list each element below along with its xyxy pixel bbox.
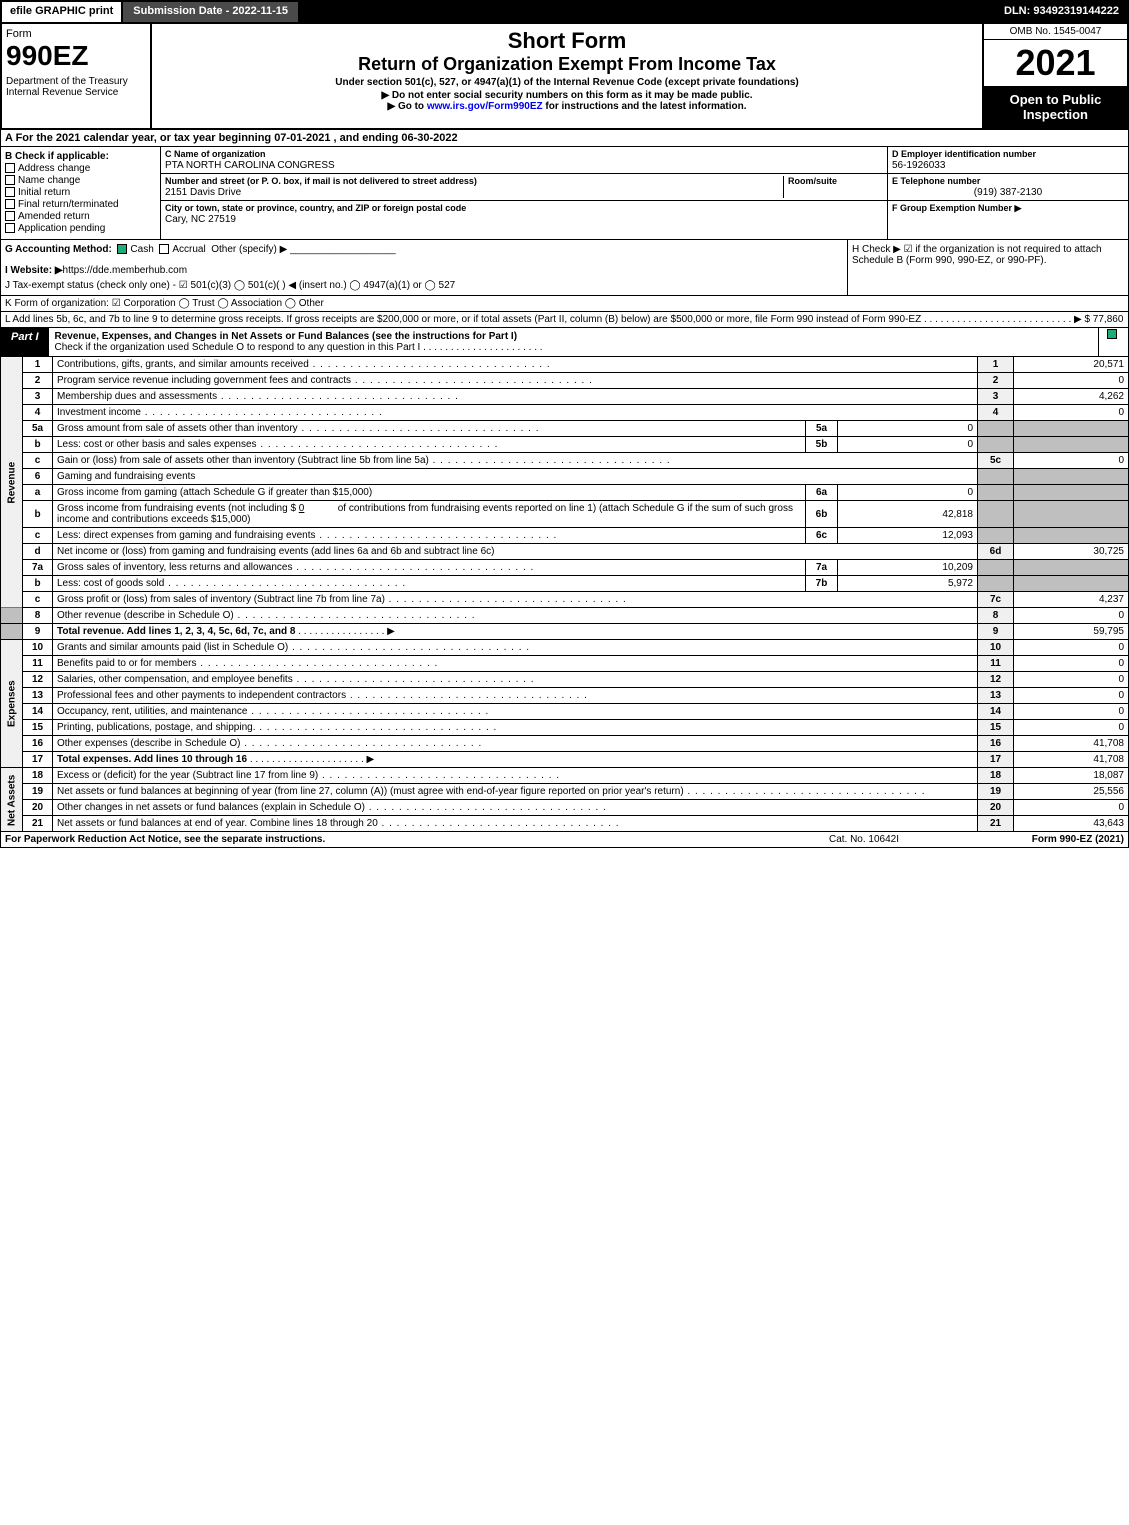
line-a: A For the 2021 calendar year, or tax yea… [0,130,1129,147]
schedule-o-check [1107,329,1117,339]
dln: DLN: 93492319144222 [996,2,1127,22]
short-form-title: Short Form [160,28,974,54]
part-i-header: Part I Revenue, Expenses, and Changes in… [0,328,1129,357]
section-h: H Check ▶ ☑ if the organization is not r… [848,240,1128,295]
expenses-tab: Expenses [1,640,23,768]
org-street: 2151 Davis Drive [165,187,241,198]
omb-number: OMB No. 1545-0047 [984,24,1127,40]
org-city: Cary, NC 27519 [165,214,236,225]
section-g: G Accounting Method: Cash Accrual Other … [1,240,848,295]
org-name: PTA NORTH CAROLINA CONGRESS [165,160,335,171]
efile-print-button[interactable]: efile GRAPHIC print [2,2,123,22]
section-def: D Employer identification number56-19260… [888,147,1128,239]
form-number: 990EZ [6,40,146,72]
line-j: J Tax-exempt status (check only one) - ☑… [5,280,843,291]
form-label: Form [6,28,146,40]
tax-year: 2021 [984,40,1127,86]
form-subtitle: Under section 501(c), 527, or 4947(a)(1)… [160,77,974,88]
revenue-table: Revenue 1Contributions, gifts, grants, a… [0,357,1129,832]
instruction-2: ▶ Go to www.irs.gov/Form990EZ for instru… [160,101,974,112]
open-to-public: Open to Public Inspection [984,86,1127,128]
form-title: Return of Organization Exempt From Incom… [160,54,974,75]
dept-label: Department of the Treasury Internal Reve… [6,76,146,98]
section-b: B Check if applicable: Address change Na… [1,147,161,239]
telephone: (919) 387-2130 [892,187,1124,198]
ein: 56-1926033 [892,160,945,171]
page-footer: For Paperwork Reduction Act Notice, see … [0,832,1129,848]
top-bar: efile GRAPHIC print Submission Date - 20… [0,0,1129,24]
line-l: L Add lines 5b, 6c, and 7b to line 9 to … [0,312,1129,328]
instruction-1: ▶ Do not enter social security numbers o… [160,90,974,101]
irs-link[interactable]: www.irs.gov/Form990EZ [427,101,543,112]
submission-date: Submission Date - 2022-11-15 [123,2,300,22]
revenue-tab: Revenue [1,357,23,608]
website-link[interactable]: https://dde.memberhub.com [63,265,188,276]
line-k: K Form of organization: ☑ Corporation ◯ … [0,296,1129,312]
form-header: Form 990EZ Department of the Treasury In… [0,24,1129,130]
net-assets-tab: Net Assets [1,768,23,832]
section-c: C Name of organizationPTA NORTH CAROLINA… [161,147,888,239]
